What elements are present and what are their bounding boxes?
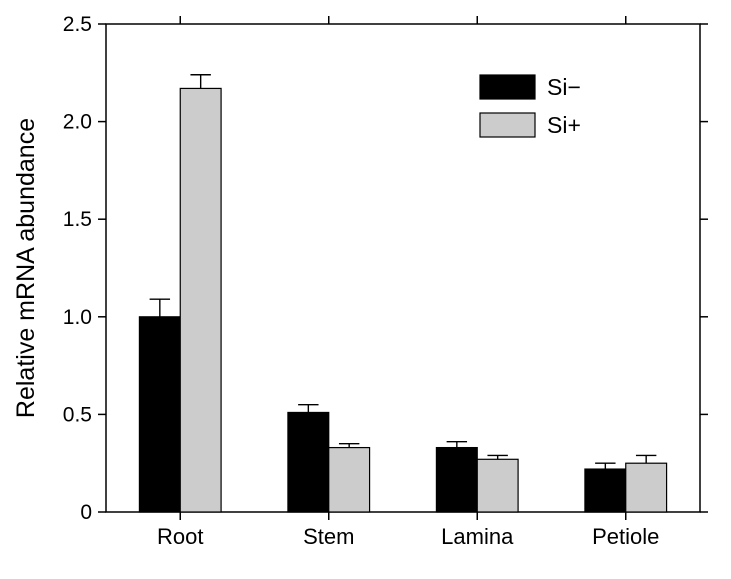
legend-label: Si− (547, 74, 581, 100)
bar-Si+ (180, 88, 221, 512)
y-tick-label: 1.0 (63, 306, 92, 329)
y-tick-label: 2.5 (63, 13, 92, 36)
legend-swatch (480, 75, 535, 99)
y-tick-label: 0.5 (63, 403, 92, 426)
bar-Si+ (329, 448, 370, 512)
y-tick-label: 0 (80, 501, 92, 524)
bar-Si+ (477, 459, 518, 512)
x-tick-label: Petiole (592, 524, 659, 549)
bar-Si− (288, 412, 329, 512)
bar-chart: 0 0.5 1.0 1.5 2.0 2.5 Relative mRNA abundance R… (0, 0, 731, 579)
y-tick-label: 2.0 (63, 111, 92, 134)
chart-svg: 0 0.5 1.0 1.5 2.0 2.5 Relative mRNA abundance R… (0, 0, 731, 579)
y-tick-label: 1.5 (63, 208, 92, 231)
y-axis-title: Relative mRNA abundance (12, 118, 40, 418)
bar-Si− (585, 469, 626, 512)
bar-Si+ (626, 463, 667, 512)
legend-label: Si+ (547, 112, 581, 138)
legend-swatch (480, 113, 535, 137)
x-tick-label: Stem (303, 524, 354, 549)
x-tick-label: Lamina (441, 524, 514, 549)
x-tick-label: Root (157, 524, 203, 549)
bar-Si− (436, 448, 477, 512)
bar-Si− (139, 317, 180, 512)
